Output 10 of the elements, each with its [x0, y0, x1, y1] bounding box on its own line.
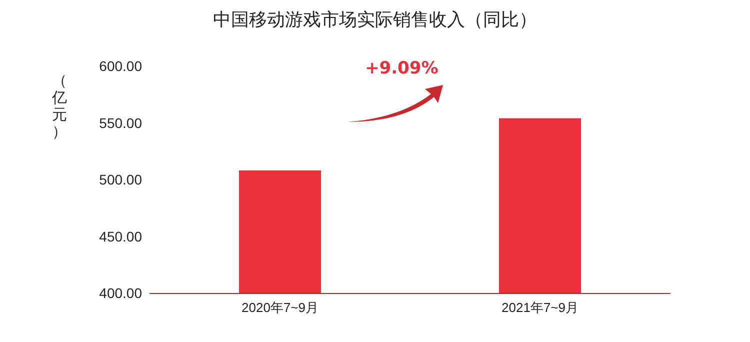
- x-tick-label: 2020年7~9月: [242, 300, 318, 315]
- x-tick-label: 2021年7~9月: [502, 300, 578, 315]
- annotation: +9.09%: [365, 58, 438, 78]
- y-tick-label: 550.00: [99, 114, 142, 131]
- y-tick-label: 450.00: [99, 228, 142, 244]
- chart-title: 中国移动游戏市场实际销售收入（同比）: [213, 10, 537, 30]
- y-tick-label: 600.00: [99, 58, 142, 74]
- y-tick-label: 500.00: [99, 172, 142, 188]
- y-tick-label: 400.00: [99, 285, 142, 301]
- y-axis-title: （亿元）: [51, 72, 67, 140]
